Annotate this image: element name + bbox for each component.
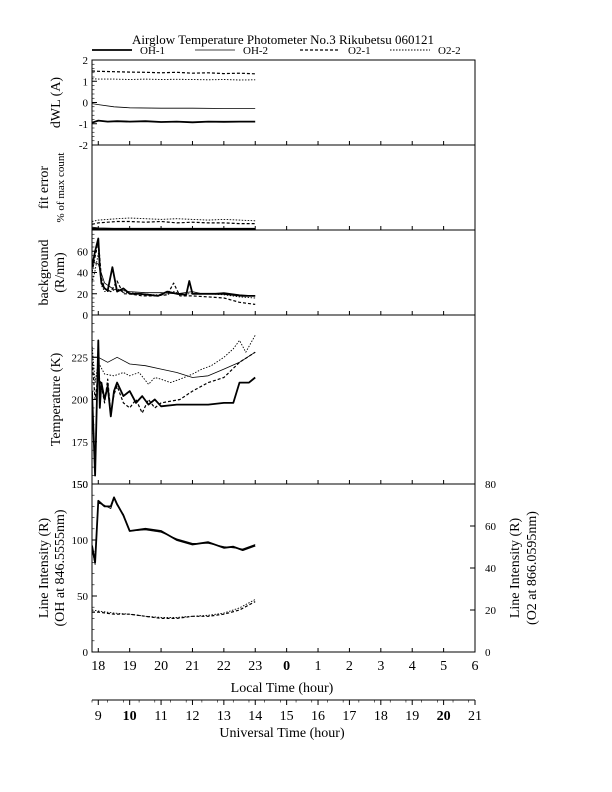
y-tick-label: -1 xyxy=(79,119,88,131)
legend-label-oh-2: OH-2 xyxy=(243,45,268,57)
series-o2-1-temp xyxy=(92,351,256,414)
y-axis-label-2: (OH at 846.5555nm) xyxy=(53,509,68,626)
series-oh-2-fit xyxy=(92,226,256,229)
y-right-tick-label: 80 xyxy=(485,479,497,491)
panel-fit: fit error% of max count xyxy=(37,144,476,231)
panel-temp: 225 200 175 150 Temperature (K) xyxy=(49,314,476,491)
series-o2-2-int xyxy=(92,599,256,618)
universal-time-tick-label: 11 xyxy=(154,709,167,724)
y-axis-label-2: (R/nm) xyxy=(53,252,68,293)
y-tick-label: 100 xyxy=(72,535,89,547)
universal-time-tick-label: 13 xyxy=(217,709,231,724)
series-oh-1-int xyxy=(92,496,256,564)
y-tick-label: 60 xyxy=(77,246,89,258)
panel-bg: 60 40 20 0 background (R/nm) xyxy=(37,229,476,322)
chart-title: Airglow Temperature Photometer No.3 Riku… xyxy=(132,32,434,47)
series-o2-1-dwl xyxy=(92,70,256,75)
y-tick-label: 150 xyxy=(72,479,89,491)
universal-time-tick-label: 12 xyxy=(185,709,199,724)
local-time-tick-label: 2 xyxy=(346,659,353,674)
series-oh-2-temp xyxy=(92,351,256,378)
y-tick-label: 0 xyxy=(83,310,89,322)
local-time-tick-label: 1 xyxy=(315,659,322,674)
y-tick-label: 40 xyxy=(77,268,89,280)
right-y-axis-label-2: (O2 at 866.0595nm) xyxy=(525,511,540,625)
universal-time-tick-label: 17 xyxy=(342,709,356,724)
universal-time-tick-label: 10 xyxy=(123,709,137,724)
panel-dwl: 2 1 0 -1 -2 dWL (A) xyxy=(49,55,476,152)
local-time-tick-label: 18 xyxy=(91,659,105,674)
series-oh-2-dwl xyxy=(92,103,256,109)
y-tick-label: -2 xyxy=(79,140,88,152)
panel-frame xyxy=(91,314,476,485)
universal-time-tick-label: 15 xyxy=(280,709,294,724)
y-right-tick-label: 40 xyxy=(485,563,497,575)
universal-time-tick-label: 21 xyxy=(468,709,482,724)
y-right-tick-label: 0 xyxy=(485,647,491,659)
universal-time-tick-label: 9 xyxy=(95,709,102,724)
series-o2-2-temp xyxy=(92,335,256,385)
y-axis-label: dWL (A) xyxy=(49,77,64,129)
y-axis-label: Temperature (K) xyxy=(49,352,64,446)
series-o2-2-bg xyxy=(92,252,256,299)
y-tick-label: 225 xyxy=(72,352,89,364)
local-time-tick-label: 6 xyxy=(472,659,479,674)
legend-label-o2-1: O2-1 xyxy=(348,45,371,57)
series-o2-1-fit xyxy=(92,220,256,225)
legend: OH-1 OH-2 O2-1 O2-2 xyxy=(92,45,461,57)
local-time-tick-label: 21 xyxy=(185,659,199,674)
y-tick-label: 175 xyxy=(72,437,89,449)
local-time-tick-label: 19 xyxy=(123,659,137,674)
y-tick-label: 20 xyxy=(77,289,89,301)
series-oh-1-temp xyxy=(92,339,256,477)
local-time-tick-label: 5 xyxy=(440,659,447,674)
series-o2-2-fit xyxy=(92,217,256,222)
y-tick-label: 0 xyxy=(83,647,89,659)
universal-time-tick-label: 16 xyxy=(311,709,325,724)
panel-frame xyxy=(91,144,476,231)
local-time-label: Local Time (hour) xyxy=(231,681,334,696)
universal-time-tick-label: 18 xyxy=(374,709,388,724)
y-right-tick-label: 60 xyxy=(485,521,497,533)
y-right-tick-label: 20 xyxy=(485,605,497,617)
y-tick-label: 200 xyxy=(72,395,89,407)
y-tick-label: 150 xyxy=(72,479,89,491)
local-time-tick-label: 23 xyxy=(248,659,262,674)
panel-frame xyxy=(91,229,476,316)
series-oh-2-bg xyxy=(92,261,256,297)
series-oh-1-bg xyxy=(92,237,256,297)
legend-label-oh-1: OH-1 xyxy=(140,45,165,57)
universal-time-tick-label: 20 xyxy=(437,709,451,724)
y-tick-label: 50 xyxy=(77,591,89,603)
local-time-tick-label: 22 xyxy=(217,659,231,674)
universal-time-tick-label: 14 xyxy=(248,709,262,724)
series-o2-2-dwl xyxy=(92,78,256,81)
series-o2-1-int xyxy=(92,601,256,619)
y-axis-label-2: % of max count xyxy=(55,153,67,223)
y-axis-label: background xyxy=(37,239,52,305)
y-tick-label: 2 xyxy=(83,55,89,67)
series-oh-1-fit xyxy=(92,227,256,230)
series-oh-1-dwl xyxy=(92,119,256,124)
y-tick-label: 0 xyxy=(83,98,89,110)
plot-panels: 2 1 0 -1 -2 dWL (A) fit error% of max count 60 4… xyxy=(37,55,540,659)
series-oh-2-int xyxy=(92,498,256,565)
y-axis-label: Line Intensity (R) xyxy=(37,518,52,619)
local-time-tick-label: 0 xyxy=(283,659,290,674)
right-y-axis-label: Line Intensity (R) xyxy=(508,518,523,619)
y-tick-label: 1 xyxy=(83,76,89,88)
local-time-tick-label: 4 xyxy=(409,659,416,674)
panel-frame xyxy=(91,483,476,653)
local-time-tick-label: 20 xyxy=(154,659,168,674)
local-time-tick-label: 3 xyxy=(377,659,384,674)
universal-time-tick-label: 19 xyxy=(405,709,419,724)
universal-time-label: Universal Time (hour) xyxy=(219,726,345,741)
time-axes: 18 19 20 21 22 23 0 1 2 3 4 5 69 10 11 12 13 14 15 16 17 18 19… xyxy=(91,659,482,724)
legend-label-o2-2: O2-2 xyxy=(438,45,461,57)
y-axis-label: fit error xyxy=(37,166,52,209)
